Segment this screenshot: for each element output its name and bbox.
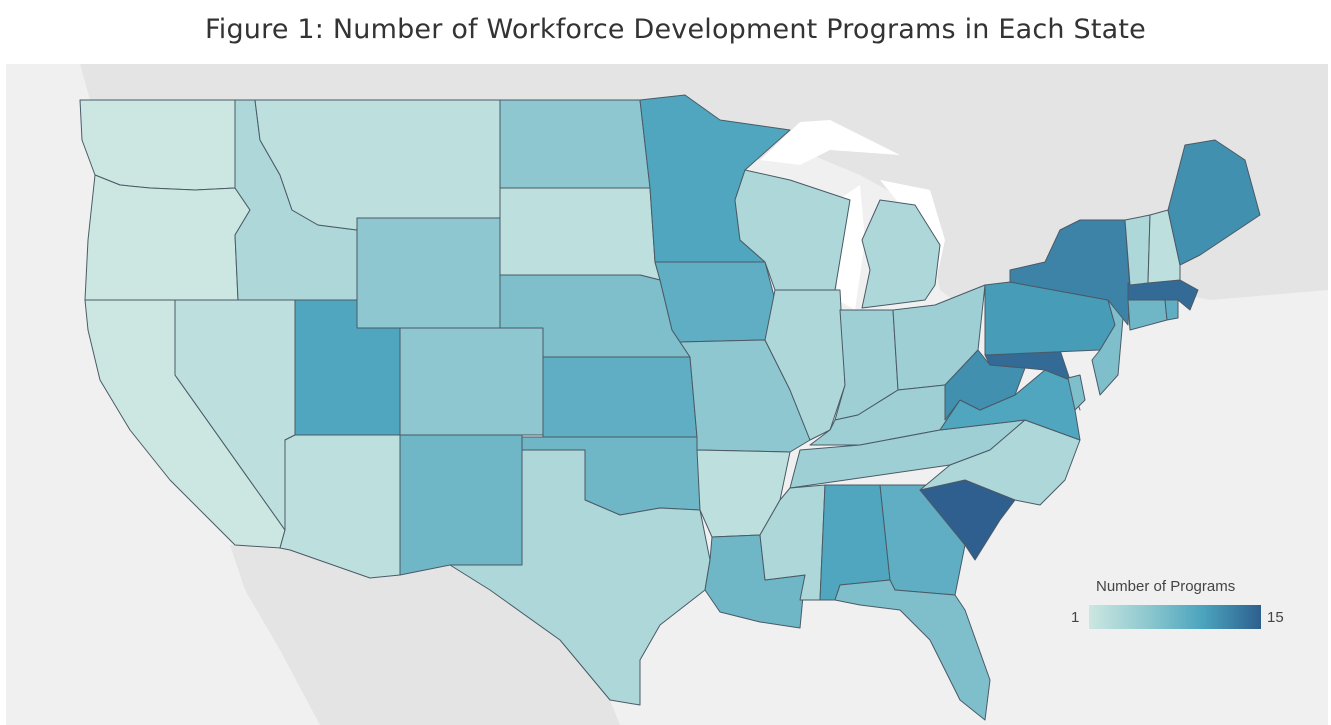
state-new-mexico[interactable] [399, 434, 523, 576]
state-new-jersey[interactable] [1091, 299, 1124, 396]
state-wyoming[interactable] [356, 217, 501, 329]
state-maryland[interactable] [984, 349, 1081, 411]
map-area[interactable] [6, 64, 1328, 725]
state-wisconsin[interactable] [734, 169, 851, 291]
state-washington[interactable] [79, 99, 236, 191]
state-michigan[interactable] [861, 199, 941, 309]
state-rhode-island[interactable] [1164, 299, 1179, 321]
state-maine[interactable] [1167, 139, 1261, 266]
us-choropleth-map[interactable] [6, 64, 1328, 725]
state-north-carolina[interactable] [919, 419, 1081, 506]
canada-land [6, 64, 1328, 305]
state-south-dakota[interactable] [499, 187, 661, 281]
state-oregon[interactable] [84, 174, 251, 301]
state-vermont[interactable] [1124, 214, 1151, 286]
state-delaware[interactable] [1067, 374, 1086, 411]
state-north-dakota[interactable] [499, 99, 651, 189]
state-new-hampshire[interactable] [1147, 209, 1181, 284]
state-connecticut[interactable] [1127, 299, 1168, 331]
state-illinois[interactable] [764, 289, 846, 441]
legend-max-label: 15 [1267, 609, 1284, 626]
state-texas[interactable] [449, 449, 711, 706]
legend-color-scale [1089, 605, 1261, 629]
legend-title: Number of Programs [1096, 578, 1236, 595]
state-iowa[interactable] [654, 261, 776, 343]
mexico-land [230, 545, 620, 725]
legend-min-label: 1 [1071, 609, 1080, 626]
state-colorado[interactable] [399, 327, 544, 436]
state-kansas[interactable] [542, 356, 698, 438]
state-florida[interactable] [834, 579, 991, 721]
state-west-virginia[interactable] [944, 349, 1026, 421]
lake-superior [760, 120, 900, 165]
map-title: Figure 1: Number of Workforce Developmen… [205, 14, 1146, 45]
